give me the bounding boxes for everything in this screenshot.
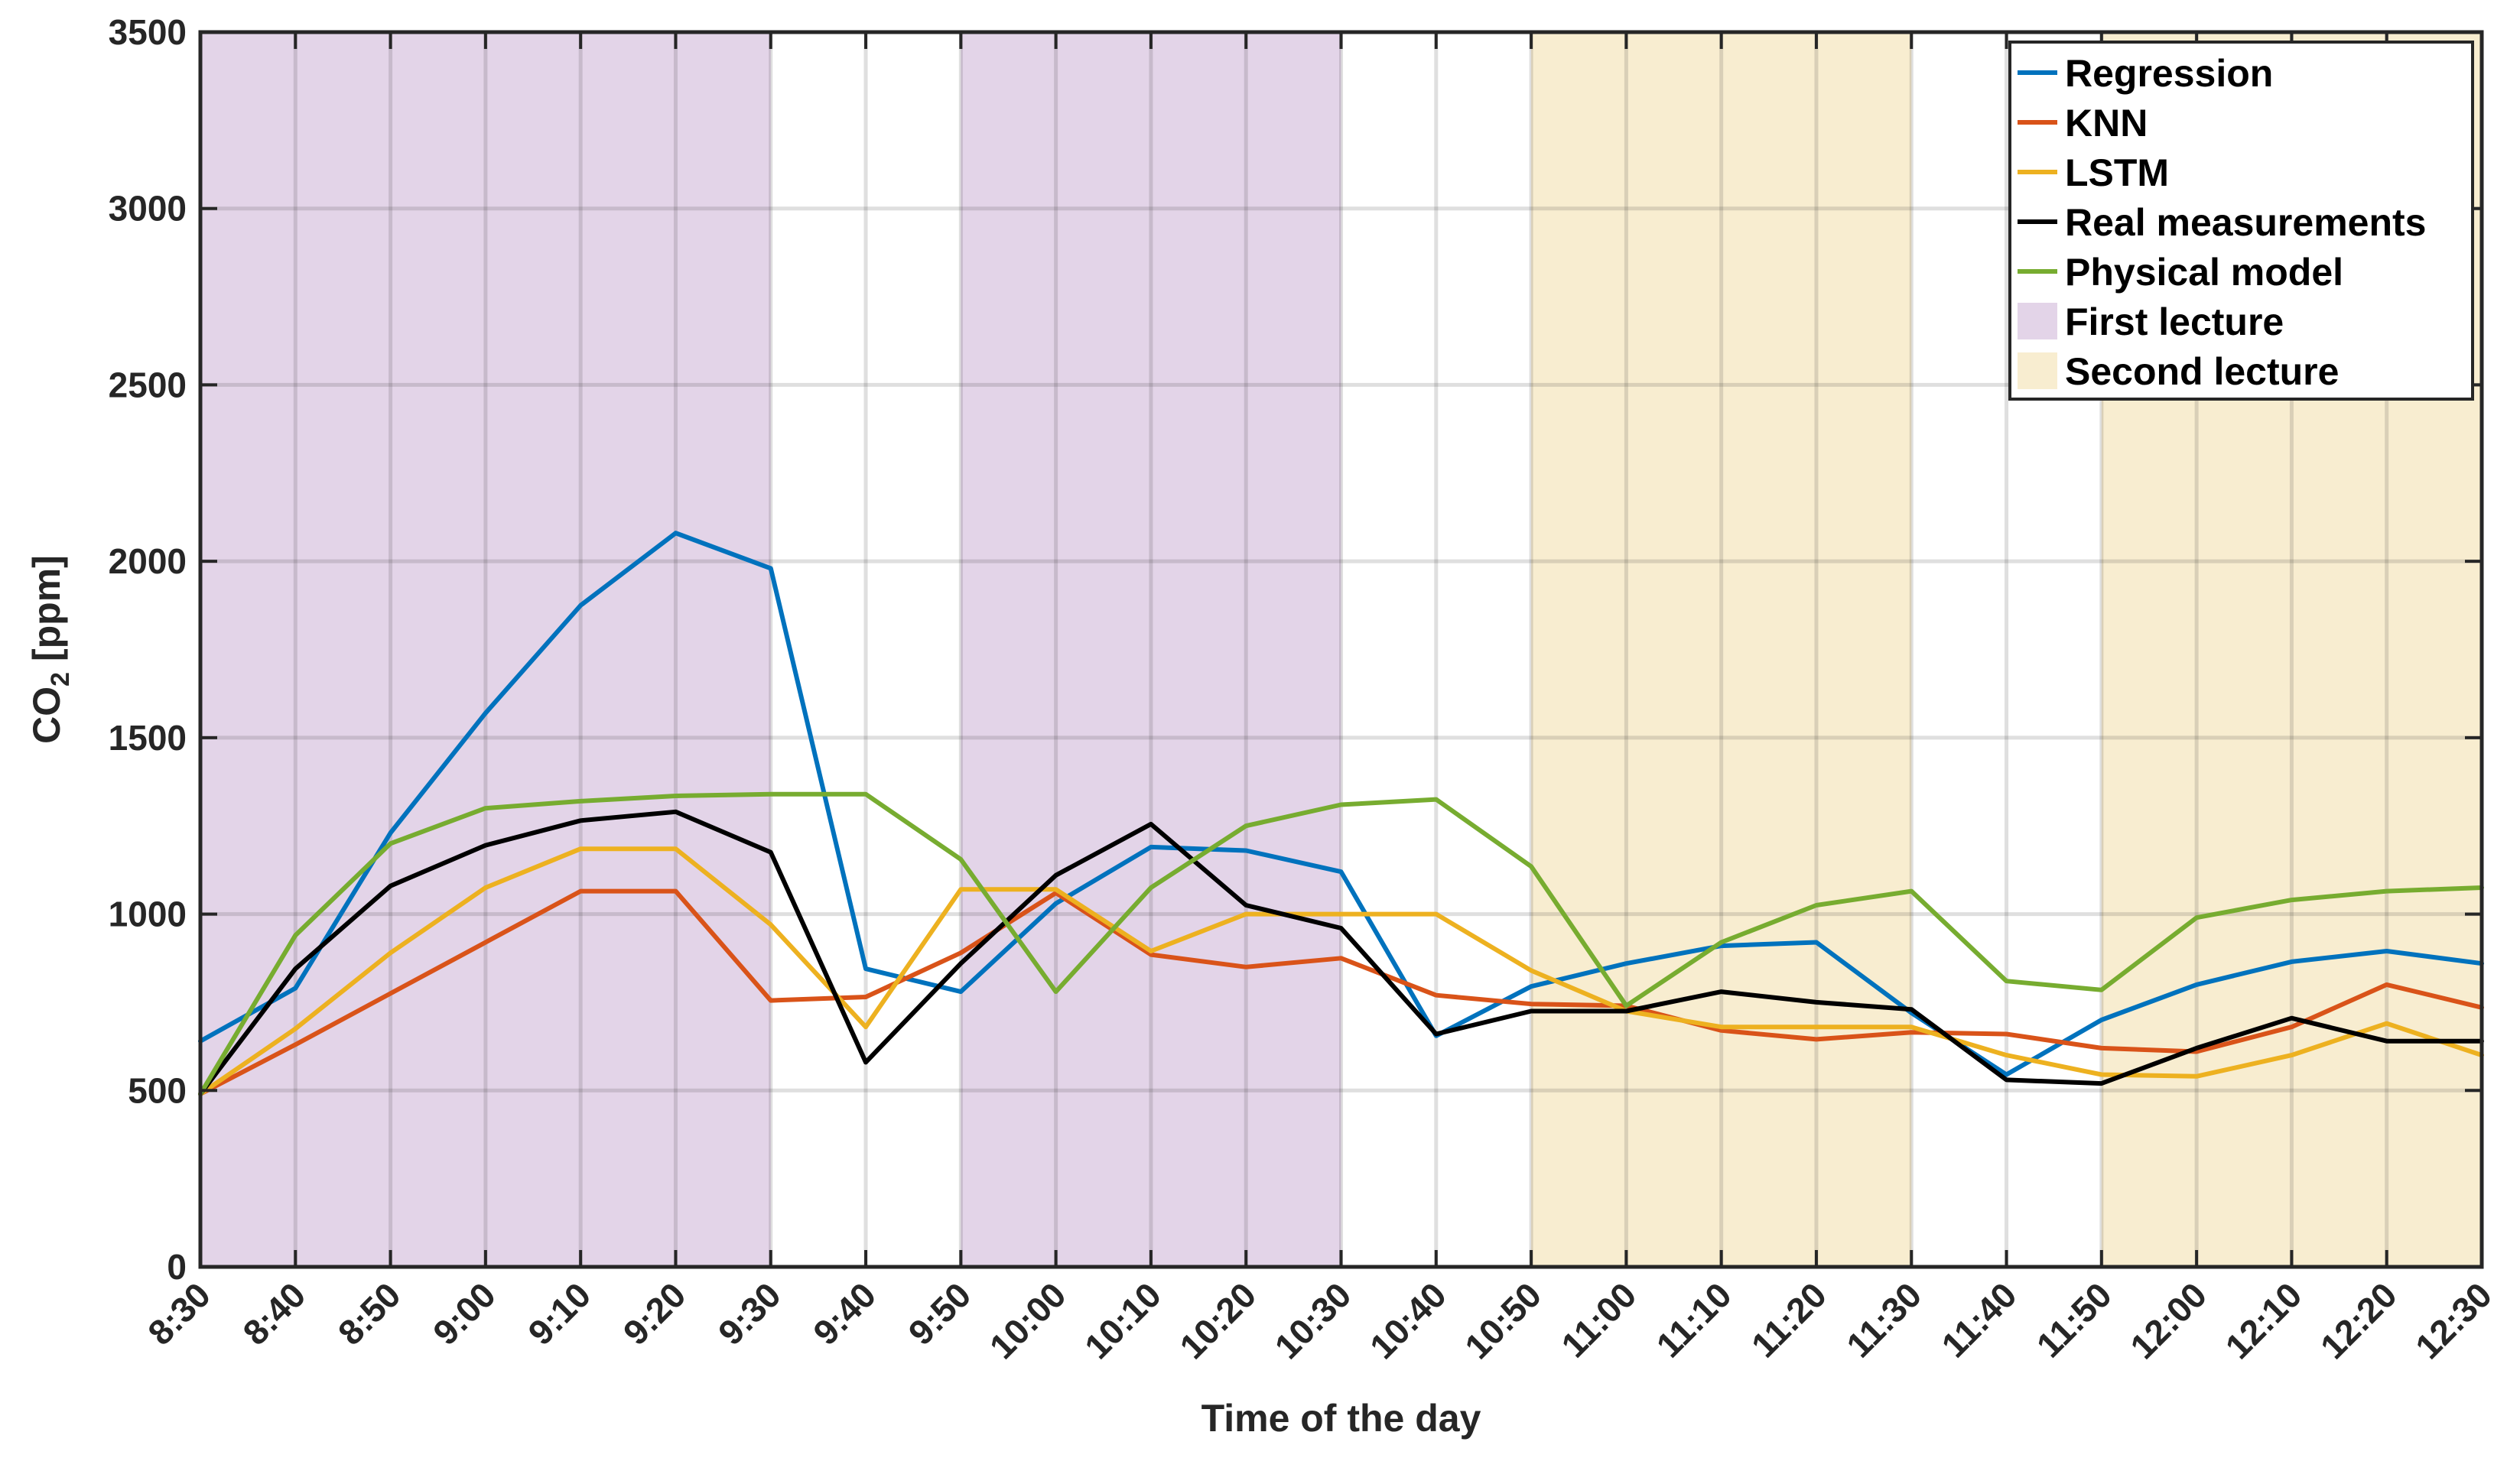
x-tick-label: 10:00 [982, 1275, 1074, 1366]
shaded-region-2-1 [1531, 32, 1912, 1267]
y-axis-label-subscript: 2 [46, 672, 75, 687]
shaded-region-1-2 [961, 32, 1341, 1267]
legend-label: Physical model [2065, 251, 2343, 294]
y-axis-label: CO2 [ppm] [25, 555, 75, 744]
y-tick-label: 500 [128, 1070, 187, 1110]
series-line-regression [198, 531, 2484, 1077]
x-tick-label: 12:30 [2408, 1275, 2499, 1366]
y-axis-label-unit: [ppm] [25, 555, 68, 672]
x-tick-label: 12:00 [2122, 1275, 2214, 1366]
legend-box [2008, 41, 2474, 401]
x-tick-label: 10:50 [1457, 1275, 1549, 1366]
x-tick-label: 9:00 [425, 1275, 503, 1352]
legend-label: KNN [2065, 102, 2148, 145]
legend-label: Second lecture [2065, 350, 2339, 393]
x-tick-label: 8:50 [330, 1275, 408, 1352]
x-tick-label: 10:30 [1267, 1275, 1359, 1366]
x-tick-label: 11:00 [1553, 1275, 1644, 1365]
legend-label: First lecture [2065, 300, 2284, 343]
y-tick-label: 2000 [109, 541, 187, 581]
y-tick-label: 3500 [109, 12, 187, 52]
series-line-lstm [198, 846, 2484, 1096]
legend-swatch [2018, 352, 2057, 389]
legend-label: LSTM [2065, 151, 2169, 194]
x-tick-label: 9:10 [520, 1275, 598, 1352]
x-tick-label: 9:40 [805, 1275, 883, 1352]
y-tick-label: 2500 [109, 365, 187, 404]
series-line-real-measurements [198, 809, 2484, 1096]
y-tick-label: 0 [167, 1247, 187, 1287]
x-tick-label: 11:40 [1933, 1275, 2024, 1365]
legend: Regression KNN LSTM Real measurements Physic… [2008, 41, 2474, 401]
series-line-physical-model [198, 791, 2484, 1096]
x-tick-label: 8:40 [235, 1275, 313, 1352]
series-line-knn [198, 888, 2484, 1096]
x-tick-label: 11:10 [1649, 1275, 1739, 1365]
y-axis-label-main: CO [25, 687, 68, 744]
legend-label: Regression [2065, 52, 2273, 95]
series-lines [198, 531, 2484, 1096]
y-tick-label: 1000 [109, 895, 187, 934]
legend-label: Real measurements [2065, 201, 2426, 244]
y-tick-label: 1500 [109, 718, 187, 758]
y-tick-label: 3000 [109, 189, 187, 229]
x-axis-label: Time of the day [1201, 1397, 1481, 1440]
x-tick-label: 9:50 [901, 1275, 979, 1352]
x-tick-label: 12:10 [2218, 1275, 2310, 1366]
x-tick-label: 11:50 [2029, 1275, 2119, 1365]
x-tick-label: 11:30 [1839, 1275, 1929, 1365]
x-tick-label: 9:30 [710, 1275, 789, 1352]
y-tick-labels: 0 500 1000 1500 2000 2500 3000 3500 [109, 12, 2482, 1287]
x-tick-label: 10:10 [1077, 1275, 1169, 1366]
x-tick-label: 10:20 [1172, 1275, 1263, 1366]
legend-swatch [2018, 303, 2057, 339]
x-tick-label: 10:40 [1362, 1275, 1454, 1366]
x-tick-label: 9:20 [616, 1275, 694, 1352]
x-tick-label: 11:20 [1744, 1275, 1834, 1365]
x-tick-label: 12:20 [2313, 1275, 2405, 1366]
shaded-region-1-1 [200, 32, 771, 1267]
